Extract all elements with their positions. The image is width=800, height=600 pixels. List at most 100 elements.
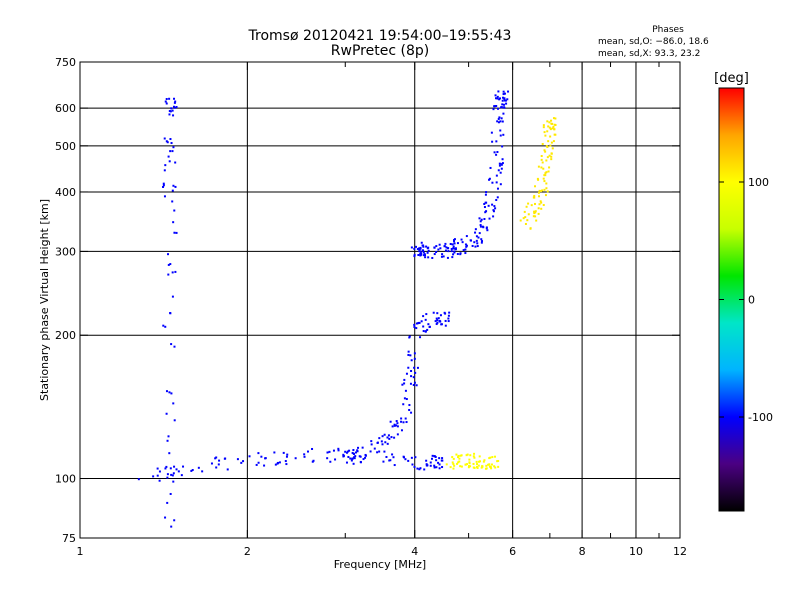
data-point xyxy=(503,97,506,100)
data-point xyxy=(496,97,499,100)
data-point xyxy=(437,461,440,464)
data-point xyxy=(173,101,176,104)
data-point xyxy=(419,246,422,249)
data-point xyxy=(413,247,416,250)
data-point xyxy=(502,133,505,136)
data-point xyxy=(349,457,352,460)
data-point xyxy=(162,185,165,188)
colorbar-tick-label: 0 xyxy=(748,294,755,307)
data-point xyxy=(413,352,416,355)
data-point xyxy=(480,218,483,221)
data-point xyxy=(408,336,411,339)
data-point xyxy=(442,255,445,258)
data-point xyxy=(437,317,440,320)
data-point xyxy=(389,420,392,423)
data-point xyxy=(546,120,549,123)
data-point xyxy=(452,253,455,256)
data-point xyxy=(167,273,170,276)
data-point xyxy=(494,94,497,97)
data-point xyxy=(483,218,486,221)
data-point xyxy=(497,459,500,462)
data-point xyxy=(167,155,170,158)
data-point xyxy=(543,131,546,134)
data-point xyxy=(446,247,449,250)
data-point xyxy=(358,455,361,458)
data-point xyxy=(451,256,454,259)
data-point xyxy=(407,366,410,369)
data-point xyxy=(169,312,172,315)
data-point xyxy=(549,144,552,147)
data-point xyxy=(435,466,438,469)
data-point xyxy=(523,210,526,213)
data-point xyxy=(438,457,441,460)
data-point xyxy=(356,450,359,453)
data-point xyxy=(438,243,441,246)
data-point xyxy=(169,110,172,113)
data-point xyxy=(439,314,442,317)
data-point xyxy=(348,449,351,452)
data-point xyxy=(540,155,543,158)
data-point xyxy=(214,457,217,460)
data-point xyxy=(527,202,530,205)
data-point xyxy=(433,455,436,458)
data-point xyxy=(491,140,494,143)
data-point xyxy=(410,246,413,249)
data-point xyxy=(441,253,444,256)
plot-frame xyxy=(79,61,681,539)
data-point xyxy=(425,245,428,248)
data-point xyxy=(352,452,355,455)
data-point xyxy=(494,97,497,100)
data-point xyxy=(165,465,168,468)
data-point xyxy=(457,454,460,457)
data-point xyxy=(547,140,550,143)
data-point xyxy=(524,216,527,219)
data-point xyxy=(444,319,447,322)
data-point xyxy=(550,141,553,144)
data-point xyxy=(404,417,407,420)
data-point xyxy=(137,478,140,481)
data-point xyxy=(359,460,362,463)
data-point xyxy=(424,318,427,321)
data-point xyxy=(173,345,176,348)
data-point xyxy=(479,460,482,463)
data-point xyxy=(477,460,480,463)
data-point xyxy=(364,456,367,459)
data-point xyxy=(495,140,498,143)
data-point xyxy=(276,462,279,465)
data-point xyxy=(226,468,229,471)
data-point xyxy=(443,311,446,314)
data-point xyxy=(547,125,550,128)
data-point xyxy=(475,239,478,242)
data-point xyxy=(538,189,541,192)
data-point xyxy=(175,468,178,471)
data-point xyxy=(435,245,438,248)
data-point xyxy=(478,217,481,220)
data-point xyxy=(466,453,469,456)
data-point xyxy=(460,238,463,241)
data-point xyxy=(364,454,367,457)
data-point xyxy=(490,467,493,470)
data-point xyxy=(522,217,525,220)
data-point xyxy=(260,455,263,458)
colorbar-tick-label: -100 xyxy=(748,411,773,424)
data-point xyxy=(168,452,171,455)
data-point xyxy=(452,245,455,248)
data-point xyxy=(492,215,495,218)
data-point xyxy=(496,187,499,190)
data-point xyxy=(446,256,449,259)
data-point xyxy=(347,455,350,458)
data-point xyxy=(538,195,541,198)
data-point xyxy=(482,226,485,229)
stats-x-mode: mean, sd,X: 93.3, 23.2 xyxy=(598,49,701,59)
data-point xyxy=(342,453,345,456)
data-point xyxy=(539,200,542,203)
data-point xyxy=(378,437,381,440)
data-point xyxy=(502,103,505,106)
data-point xyxy=(173,519,176,522)
data-point xyxy=(549,128,552,131)
data-point xyxy=(502,90,505,93)
data-point xyxy=(543,149,546,152)
data-point xyxy=(484,467,487,470)
data-point xyxy=(370,440,373,443)
data-point xyxy=(453,238,456,241)
